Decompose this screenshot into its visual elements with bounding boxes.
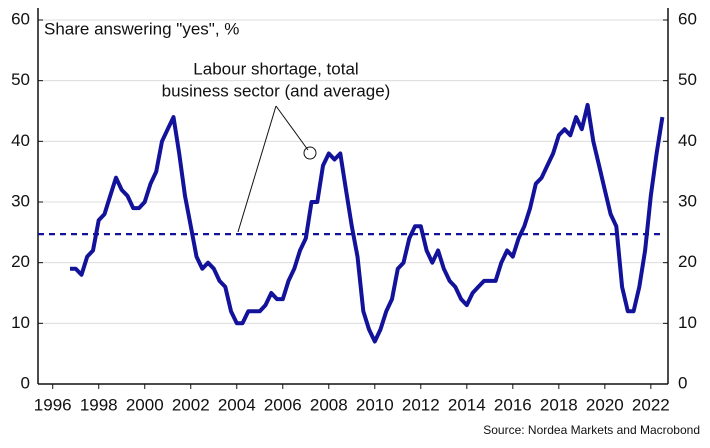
data-line [70,102,665,344]
x-tick-label: 2008 [310,395,348,414]
x-tick-label: 1996 [34,395,72,414]
annotation: Labour shortage, total [193,59,358,78]
annotation-pointer [237,105,277,233]
y2-tick-label: 60 [678,9,697,28]
x-tick-label: 1998 [80,395,118,414]
x-tick-label: 2014 [448,395,486,414]
x-tick-label: 2012 [402,395,440,414]
y2-tick-label: 40 [678,131,697,150]
y-tick-label: 40 [11,131,30,150]
y2-tick-label: 10 [678,313,697,332]
y2-tick-label: 0 [678,373,687,392]
annotation-pointer [275,105,309,151]
x-tick-label: 2016 [494,395,532,414]
x-tick-label: 2006 [264,395,302,414]
y2-tick-label: 50 [678,70,697,89]
y2-tick-label: 30 [678,191,697,210]
x-tick-label: 2010 [356,395,394,414]
annotation-circle [303,146,317,160]
x-tick-label: 2004 [218,395,256,414]
x-tick-label: 2020 [586,395,624,414]
x-tick-label: 2002 [172,395,210,414]
x-tick-label: 2018 [540,395,578,414]
y-tick-label: 50 [11,70,30,89]
y-tick-label: 60 [11,9,30,28]
annotation: business sector (and average) [162,81,391,100]
y-tick-label: 0 [21,373,30,392]
y-tick-label: 20 [11,252,30,271]
y2-tick-label: 20 [678,252,697,271]
source: Source: Nordea Markets and Macrobond [483,423,700,437]
x-tick-label: 2000 [126,395,164,414]
y-tick-label: 30 [11,191,30,210]
chart-subtitle: Share answering "yes", % [44,19,239,38]
x-tick-label: 2022 [632,395,670,414]
y-tick-label: 10 [11,313,30,332]
